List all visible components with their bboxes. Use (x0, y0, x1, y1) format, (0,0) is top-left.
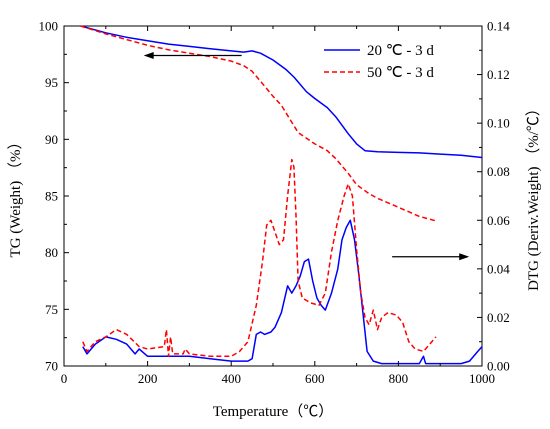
y-right-tick-label: 0.14 (487, 19, 510, 34)
x-axis-label: Temperature（℃） (213, 403, 334, 420)
y-left-tick-label: 80 (45, 245, 58, 260)
dtg-line-50c (82, 158, 437, 358)
y-left-tick-label: 75 (45, 302, 58, 317)
x-tick-label: 1000 (469, 371, 495, 386)
x-tick-label: 800 (389, 371, 409, 386)
y-axis-left-label: TG (Weight) （%） (7, 135, 24, 258)
legend-label: 50 ℃ - 3 d (367, 65, 434, 81)
x-tick-label: 0 (61, 371, 68, 386)
arrow-head (143, 52, 154, 59)
x-tick-label: 200 (138, 371, 158, 386)
y-left-tick-label: 90 (45, 132, 58, 147)
arrow-head (459, 253, 470, 261)
dtg-line-20c (82, 219, 483, 365)
y-right-tick-label: 0.00 (487, 359, 510, 374)
legend-label: 20 ℃ - 3 d (367, 43, 434, 59)
y-left-tick-label: 100 (39, 19, 59, 34)
legend: 20 ℃ - 3 d 50 ℃ - 3 d (324, 43, 434, 81)
y-right-tick-label: 0.06 (487, 213, 510, 228)
axes: 0 200 400 600 800 1000 70 75 80 85 90 95 100 0.00 0.02… (39, 19, 511, 387)
annotation-arrows (143, 52, 470, 261)
y-left-tick-label: 70 (45, 359, 58, 374)
y-right-tick-label: 0.08 (487, 164, 510, 179)
y-right-tick-label: 0.12 (487, 67, 510, 82)
x-tick-label: 400 (221, 371, 241, 386)
tg-line-50c (80, 25, 437, 222)
tg-line-20c (80, 25, 483, 159)
y-right-tick-label: 0.04 (487, 261, 510, 276)
y-right-tick-label: 0.10 (487, 116, 510, 131)
series-lines (80, 25, 483, 365)
y-left-tick-label: 95 (45, 75, 58, 90)
y-right-tick-label: 0.02 (487, 310, 510, 325)
y-left-tick-label: 85 (45, 189, 58, 204)
x-tick-label: 600 (305, 371, 325, 386)
y-axis-right-label: DTG (Deriv.Weight) （%/℃） (525, 101, 542, 291)
